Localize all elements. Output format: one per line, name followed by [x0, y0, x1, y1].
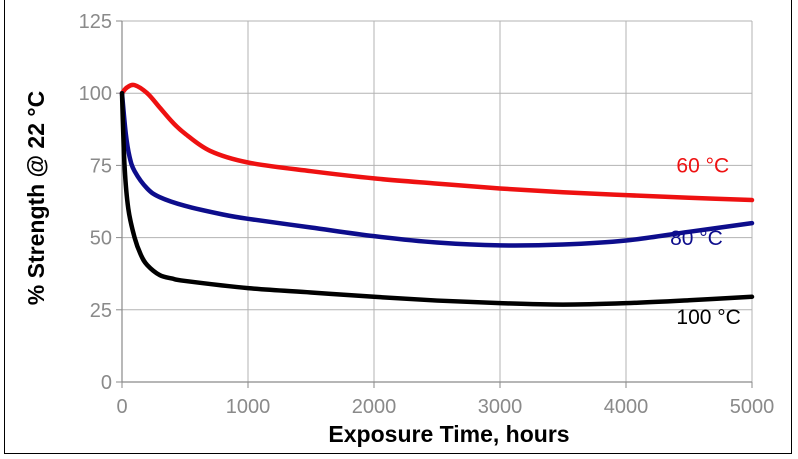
y-tick-label: 75 — [90, 155, 112, 177]
x-tick-label: 3000 — [478, 396, 523, 418]
chart-frame — [4, 0, 792, 454]
y-axis-ticks: 0 25 50 75 100 125 — [79, 11, 122, 394]
series-label: 80 °C — [670, 227, 723, 250]
y-tick-label: 0 — [101, 372, 112, 394]
series-line-80c — [119, 90, 755, 248]
series-labels: 60 °C 80 °C 100 °C — [670, 155, 741, 330]
y-tick-label: 125 — [79, 11, 112, 33]
x-tick-label: 4000 — [604, 396, 649, 418]
series-line-100c — [119, 90, 755, 307]
x-tick-label: 0 — [116, 396, 127, 418]
x-tick-label: 5000 — [730, 396, 775, 418]
y-tick-label: 100 — [79, 83, 112, 105]
y-axis-title: % Strength @ 22 °C — [23, 91, 49, 305]
series-line-60c — [119, 82, 755, 203]
x-axis-title: Exposure Time, hours — [328, 421, 569, 447]
y-tick-label: 25 — [90, 300, 112, 322]
y-tick-label: 50 — [90, 228, 112, 250]
x-tick-label: 2000 — [352, 396, 397, 418]
series-label: 60 °C — [676, 155, 729, 178]
x-axis-ticks: 0 1000 2000 3000 4000 5000 — [116, 382, 774, 418]
grid — [121, 20, 753, 383]
x-tick-label: 1000 — [226, 396, 271, 418]
series-lines — [119, 82, 755, 307]
series-label: 100 °C — [676, 306, 740, 329]
